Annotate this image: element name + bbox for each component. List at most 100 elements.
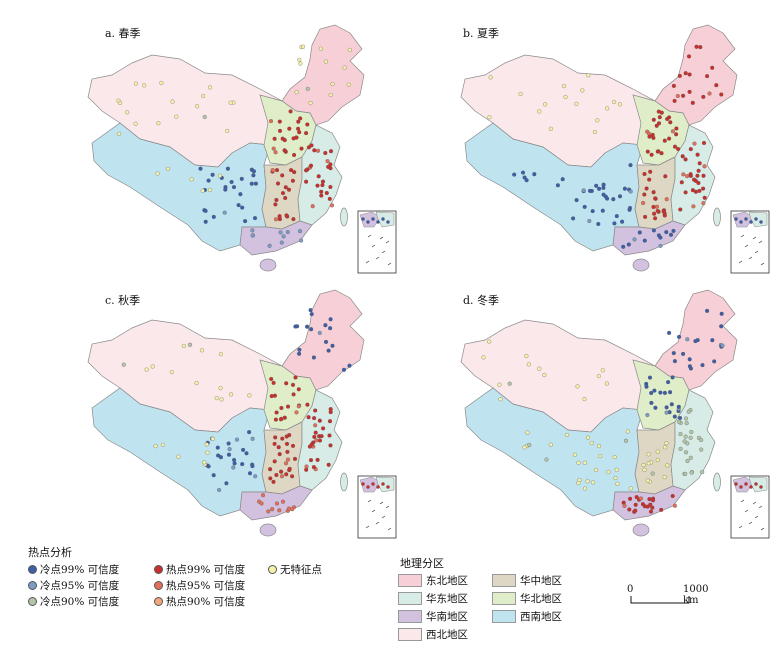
station-point	[626, 242, 631, 247]
station-point	[604, 381, 609, 386]
station-point	[576, 460, 581, 465]
station-point	[204, 442, 209, 447]
station-point	[247, 393, 252, 398]
station-point	[328, 317, 333, 322]
panel-title-winter: d. 冬季	[463, 294, 500, 307]
station-point	[651, 190, 656, 195]
station-point	[366, 485, 370, 489]
station-point	[670, 493, 675, 499]
station-point	[330, 343, 335, 348]
station-point	[290, 382, 296, 387]
station-point	[671, 351, 676, 356]
station-point	[498, 397, 503, 402]
station-point	[327, 196, 332, 201]
station-point	[223, 187, 228, 192]
station-point	[225, 166, 230, 171]
station-point	[323, 150, 328, 156]
station-point	[667, 115, 672, 120]
station-point	[642, 238, 647, 243]
station-point	[296, 119, 301, 124]
station-point	[268, 467, 273, 472]
station-point	[525, 430, 530, 435]
station-point	[695, 173, 700, 178]
station-point	[321, 426, 326, 431]
station-point	[225, 128, 230, 133]
station-point	[292, 170, 297, 175]
station-point	[676, 404, 681, 409]
station-point	[279, 240, 284, 245]
station-point	[628, 496, 633, 501]
station-point	[319, 434, 324, 439]
station-point	[654, 204, 660, 209]
station-point	[282, 138, 287, 143]
station-point	[744, 482, 748, 486]
region-s	[612, 485, 686, 521]
station-point	[527, 442, 532, 448]
station-point	[537, 366, 542, 371]
station-point	[641, 200, 646, 206]
china-map-autumn	[87, 289, 397, 539]
station-point	[681, 93, 686, 98]
station-point	[165, 166, 171, 171]
station-point	[240, 462, 245, 467]
station-point	[598, 454, 603, 459]
station-point	[637, 230, 642, 235]
region-s	[612, 220, 686, 256]
station-point	[688, 173, 693, 178]
station-point	[296, 404, 301, 409]
station-point	[632, 237, 637, 242]
station-point	[217, 487, 222, 493]
station-point	[133, 81, 138, 86]
station-point	[648, 502, 653, 507]
station-point	[596, 221, 601, 227]
station-point	[628, 163, 633, 168]
station-point	[194, 380, 199, 386]
scale-bar: 0 1000 km	[627, 584, 717, 614]
station-point	[617, 194, 623, 199]
station-point	[595, 118, 600, 123]
station-point	[202, 208, 207, 213]
station-point	[288, 109, 293, 114]
northwest-swatch	[398, 628, 422, 641]
station-point	[292, 456, 298, 461]
station-point	[276, 445, 281, 450]
legend-region-east: 华东地区	[398, 591, 468, 606]
china-map-winter	[460, 289, 770, 539]
station-point	[217, 173, 222, 178]
station-point	[159, 80, 164, 85]
station-point	[676, 146, 681, 152]
station-point	[585, 435, 591, 440]
station-point	[656, 109, 661, 114]
station-point	[280, 436, 285, 441]
legend-region-north: 华北地区	[492, 591, 562, 606]
station-point	[252, 216, 258, 221]
station-point	[312, 416, 317, 421]
station-point	[277, 217, 282, 222]
station-point	[294, 90, 299, 95]
legend-region-northeast: 东北地区	[398, 573, 468, 588]
hainan-island	[632, 258, 650, 272]
station-point	[691, 204, 696, 209]
station-point	[298, 116, 303, 121]
station-point	[664, 410, 669, 415]
station-point	[628, 486, 633, 491]
station-point	[692, 177, 697, 182]
station-point	[612, 99, 617, 105]
station-point	[683, 434, 688, 439]
station-point	[292, 152, 297, 158]
station-point	[208, 187, 213, 192]
station-point	[572, 452, 577, 457]
station-point	[686, 54, 692, 59]
station-point	[282, 148, 287, 153]
station-point	[174, 114, 179, 119]
station-point	[215, 445, 220, 450]
station-point	[305, 122, 310, 127]
station-point	[313, 430, 318, 435]
station-point	[310, 204, 315, 209]
station-point	[705, 308, 710, 313]
station-point	[614, 214, 619, 219]
station-point	[272, 441, 277, 446]
station-point	[274, 410, 279, 415]
station-point	[686, 409, 691, 414]
station-point	[645, 412, 650, 418]
